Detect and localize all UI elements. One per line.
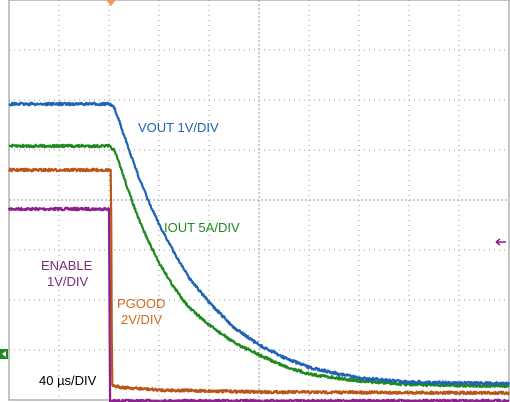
enable-trace	[7, 206, 510, 402]
trigger-marker-icon	[106, 0, 116, 6]
trigger-level-icon	[495, 238, 506, 246]
ground-arrow-icon	[2, 351, 6, 357]
vout-trace	[8, 101, 510, 386]
pgood-label: PGOOD	[117, 296, 165, 311]
vout-label: VOUT 1V/DIV	[138, 120, 219, 135]
enable-label: ENABLE	[41, 258, 93, 273]
pgood-trace	[7, 167, 510, 396]
iout-label: IOUT 5A/DIV	[164, 220, 240, 235]
traces	[7, 101, 510, 402]
timebase-label: 40 µs/DIV	[39, 373, 97, 388]
pgood-scale-label: 2V/DIV	[121, 312, 163, 327]
grid	[9, 0, 509, 400]
enable-scale-label: 1V/DIV	[47, 274, 89, 289]
